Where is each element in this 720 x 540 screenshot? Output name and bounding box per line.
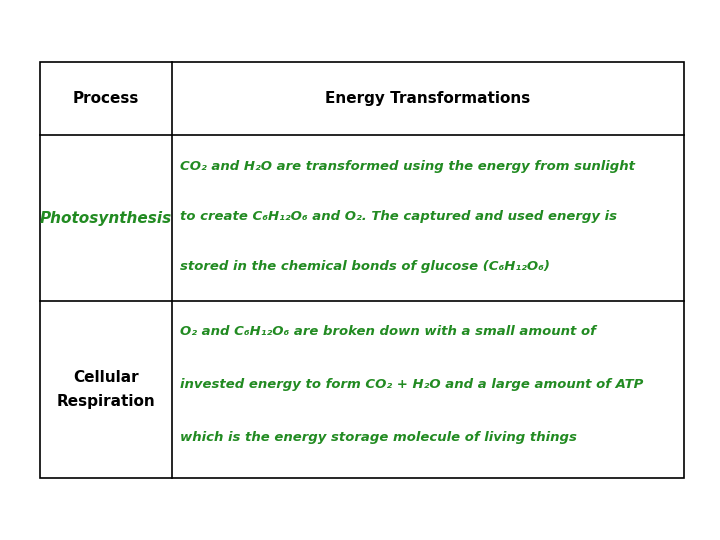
Text: Cellular: Cellular (73, 370, 138, 384)
Text: Process: Process (73, 91, 139, 106)
Text: Photosynthesis: Photosynthesis (40, 211, 172, 226)
Text: stored in the chemical bonds of glucose (C₆H₁₂O₆): stored in the chemical bonds of glucose … (180, 260, 550, 273)
Text: invested energy to form CO₂ + H₂O and a large amount of ATP: invested energy to form CO₂ + H₂O and a … (180, 378, 644, 391)
Text: O₂ and C₆H₁₂O₆ are broken down with a small amount of: O₂ and C₆H₁₂O₆ are broken down with a sm… (180, 325, 596, 338)
Text: CO₂ and H₂O are transformed using the energy from sunlight: CO₂ and H₂O are transformed using the en… (180, 160, 635, 173)
Text: Respiration: Respiration (56, 394, 155, 409)
Text: Energy Transformations: Energy Transformations (325, 91, 531, 106)
Text: to create C₆H₁₂O₆ and O₂. The captured and used energy is: to create C₆H₁₂O₆ and O₂. The captured a… (180, 210, 617, 223)
Text: which is the energy storage molecule of living things: which is the energy storage molecule of … (180, 431, 577, 444)
Bar (40, 62, 684, 478)
